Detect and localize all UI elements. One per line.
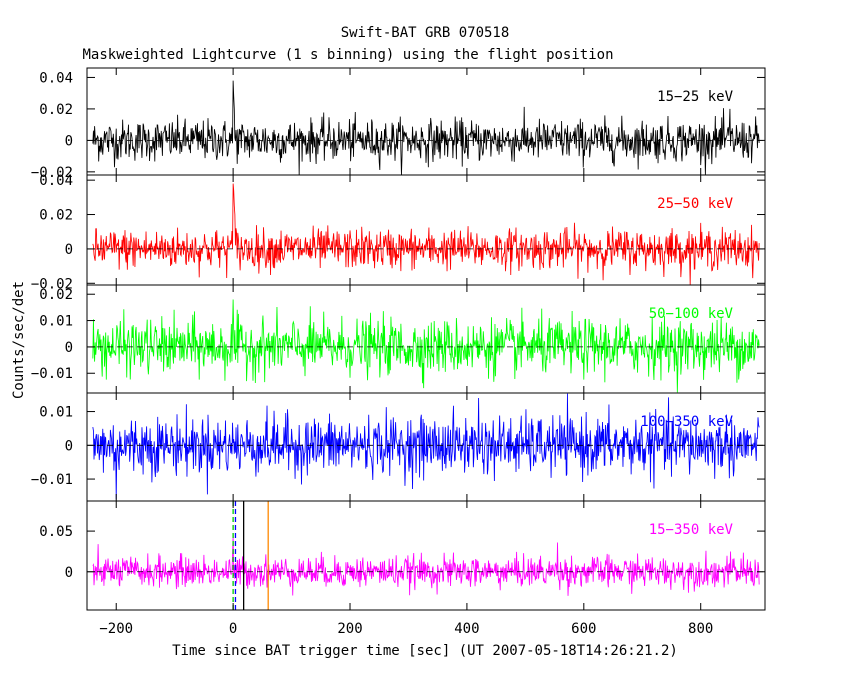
y-tick-label: 0.04 — [39, 173, 73, 189]
y-tick-label: −0.01 — [31, 472, 73, 488]
band-label: 15−25 keV — [657, 89, 733, 105]
band-label: 25−50 keV — [657, 196, 733, 212]
series-line — [92, 535, 760, 596]
series-line — [92, 393, 760, 500]
panel-3: −0.01 0 0.01 100−350 keV — [31, 392, 766, 502]
y-tick-label: 0 — [65, 438, 73, 454]
y-tick-label: −0.02 — [31, 165, 73, 181]
y-tick-label: −0.02 — [31, 276, 73, 292]
y-tick-label: 0.01 — [39, 314, 73, 330]
panel-frame — [86, 500, 766, 611]
y-tick-label: −0.01 — [31, 366, 73, 382]
x-tick-label: 400 — [454, 621, 479, 637]
y-tick-label: 0.01 — [39, 405, 73, 421]
band-label: 15−350 keV — [649, 522, 734, 538]
x-tick-label: 600 — [571, 621, 596, 637]
x-axis-label: Time since BAT trigger time [sec] (UT 20… — [172, 643, 678, 659]
y-tick-label: 0 — [65, 133, 73, 149]
y-tick-label: 0.02 — [39, 102, 73, 118]
y-tick-label: 0 — [65, 242, 73, 258]
series-line — [92, 80, 760, 176]
y-tick-label: 0.05 — [39, 524, 73, 540]
y-tick-label: 0 — [65, 565, 73, 581]
panel-2: −0.01 0 0.01 0.02 50−100 keV — [31, 284, 766, 394]
panel-0: −0.02 0 0.02 0.04 15−25 keV — [31, 67, 766, 181]
y-tick-label: 0.04 — [39, 70, 73, 86]
x-tick-label: −200 — [99, 621, 133, 637]
panels-group: −0.02 0 0.02 0.04 15−25 keV −0.02 0 0.02 0.04 25−… — [31, 67, 766, 637]
series-line — [92, 299, 760, 393]
x-tick-label: 800 — [688, 621, 713, 637]
y-axis-label: Counts/sec/det — [11, 281, 27, 399]
chart-title: Swift-BAT GRB 070518 — [341, 25, 510, 41]
band-label: 50−100 keV — [649, 306, 734, 322]
y-tick-label: 0.02 — [39, 287, 73, 303]
chart-subtitle: Maskweighted Lightcurve (1 s binning) us… — [82, 47, 613, 63]
series-line — [92, 183, 760, 286]
panel-4: 0 0.05 15−350 keV — [39, 500, 766, 611]
y-tick-label: 0.02 — [39, 208, 73, 224]
panel-1: −0.02 0 0.02 0.04 25−50 keV — [31, 173, 766, 292]
x-tick-label: 0 — [229, 621, 237, 637]
x-tick-label: 200 — [337, 621, 362, 637]
y-tick-label: 0 — [65, 340, 73, 356]
band-label: 100−350 keV — [640, 414, 733, 430]
